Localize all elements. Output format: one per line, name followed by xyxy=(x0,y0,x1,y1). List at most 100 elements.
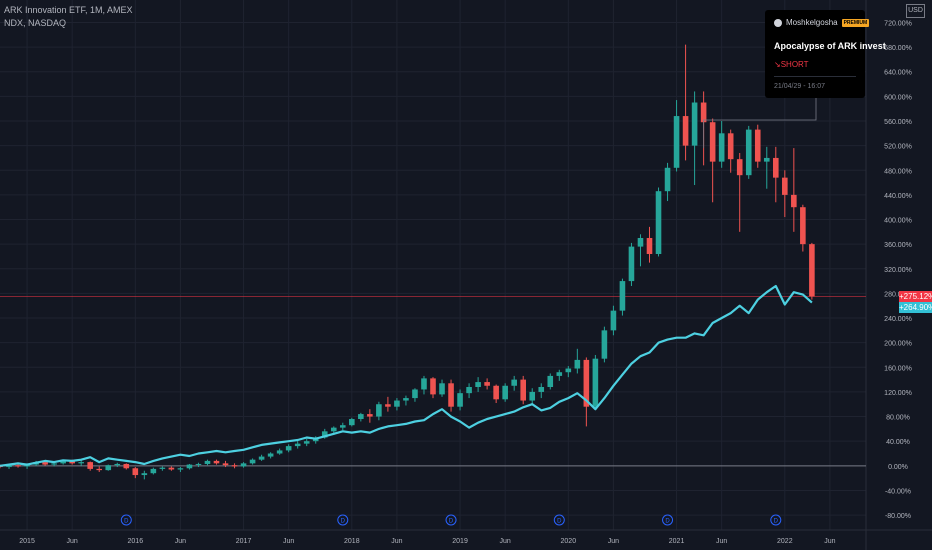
x-tick-label: Jun xyxy=(608,538,619,545)
x-axis: 2015 Jun 2016 Jun 2017 Jun 2018 Jun 2019 Jun 2020 J… xyxy=(19,538,835,545)
candle xyxy=(367,409,373,423)
y-tick-label: 600.00% xyxy=(884,94,912,101)
candle-body xyxy=(150,468,157,474)
candle xyxy=(782,170,788,218)
candle xyxy=(736,153,743,232)
candle-body xyxy=(700,102,707,123)
candle-body xyxy=(628,246,635,282)
candle-body xyxy=(782,177,788,195)
candle-body xyxy=(267,453,274,457)
candle-body xyxy=(249,459,256,464)
x-tick-label: Jun xyxy=(67,538,78,545)
candle xyxy=(141,470,148,480)
candle-body xyxy=(132,468,139,476)
x-tick-label: 2018 xyxy=(344,538,360,545)
dividend-circle xyxy=(770,514,782,526)
candle xyxy=(664,162,671,202)
y-tick-label: -40.00% xyxy=(885,488,911,495)
candle xyxy=(249,458,256,465)
candle-body xyxy=(664,167,671,192)
candle-body xyxy=(791,194,797,208)
candle-body xyxy=(763,157,770,162)
candle-body xyxy=(520,379,527,401)
candle xyxy=(529,388,536,405)
candle-body xyxy=(15,465,21,467)
y-tick-label: 440.00% xyxy=(884,193,912,200)
candle-body xyxy=(285,446,292,451)
candle xyxy=(502,383,508,402)
symbol-legend[interactable]: ARK Innovation ETF, 1M, AMEX xyxy=(4,5,133,15)
candle-body xyxy=(610,310,617,331)
dividend-label: D xyxy=(341,519,346,525)
y-tick-label: 280.00% xyxy=(884,291,912,298)
candle-body xyxy=(168,467,175,470)
candle xyxy=(87,461,94,471)
candle-body xyxy=(511,379,517,386)
compare-legend[interactable]: NDX, NASDAQ xyxy=(4,18,67,28)
candle xyxy=(168,466,175,471)
y-tick-label: 240.00% xyxy=(884,316,912,323)
candle-body xyxy=(303,441,310,444)
candle xyxy=(376,401,382,421)
candle xyxy=(358,412,364,422)
candle xyxy=(511,375,517,391)
idea-title[interactable]: Apocalypse of ARK invest xyxy=(774,41,886,51)
dividend-label: D xyxy=(557,519,562,525)
candle-body xyxy=(547,375,554,387)
candle xyxy=(303,438,310,447)
candle xyxy=(186,463,193,470)
candle-body xyxy=(457,393,463,407)
candle-body xyxy=(502,385,508,400)
y-tick-label: 680.00% xyxy=(884,45,912,52)
candle-body xyxy=(60,461,66,464)
ndx-price-tag: +264.90% xyxy=(899,302,932,314)
candle-body xyxy=(276,450,283,454)
candle xyxy=(619,278,626,316)
x-tick-label: 2017 xyxy=(236,538,252,545)
candle-body xyxy=(682,116,689,146)
candle-body xyxy=(484,382,490,386)
dividend-label: D xyxy=(124,519,129,525)
candle-body xyxy=(439,383,445,395)
zero-line xyxy=(0,296,866,467)
candle-body xyxy=(709,122,716,162)
currency-button[interactable]: USD xyxy=(906,4,925,18)
candle-body xyxy=(475,382,481,387)
candle-body xyxy=(69,461,75,464)
x-tick-label: 2022 xyxy=(777,538,793,545)
y-tick-label: 160.00% xyxy=(884,365,912,372)
candle xyxy=(222,460,229,468)
candle-body xyxy=(772,157,779,178)
candle-body xyxy=(646,237,653,254)
candle xyxy=(159,466,166,471)
candle xyxy=(673,100,680,172)
candle-body xyxy=(421,378,427,390)
x-tick-label: Jun xyxy=(500,538,511,545)
candle-body xyxy=(691,102,698,146)
candle-body xyxy=(87,462,94,469)
candle xyxy=(466,383,472,399)
candle-body xyxy=(258,456,265,460)
dividend-marker: D xyxy=(553,514,565,526)
candle xyxy=(637,234,644,267)
idea-connector xyxy=(703,98,817,148)
idea-card[interactable]: Moshkelgosha PREMIUM Apocalypse of ARK i… xyxy=(765,10,886,98)
candle-body xyxy=(556,372,563,376)
candle xyxy=(646,226,653,263)
candle xyxy=(114,462,121,468)
y-tick-label: 320.00% xyxy=(884,267,912,274)
candle-body xyxy=(186,464,193,469)
x-tick-label: 2021 xyxy=(669,538,685,545)
candle xyxy=(484,378,490,390)
author-name[interactable]: Moshkelgosha xyxy=(786,18,838,27)
candle xyxy=(213,459,220,465)
candle xyxy=(394,398,400,411)
candle xyxy=(592,354,599,410)
candle-body xyxy=(592,358,599,407)
candle-body xyxy=(565,368,572,373)
candle-body xyxy=(403,398,409,401)
y-tick-label: 200.00% xyxy=(884,341,912,348)
